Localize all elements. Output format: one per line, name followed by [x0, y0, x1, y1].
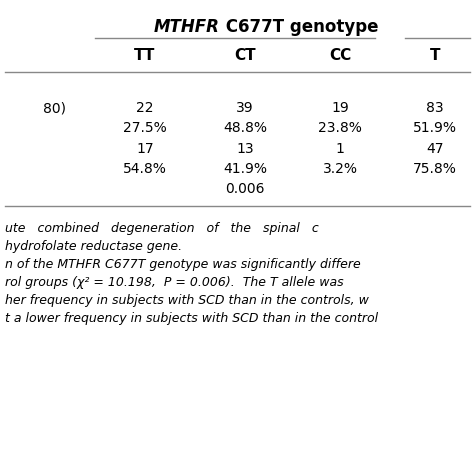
Text: rol groups (χ² = 10.198,  P = 0.006).  The T allele was: rol groups (χ² = 10.198, P = 0.006). The…	[5, 276, 344, 289]
Text: ute   combined   degeneration   of   the   spinal   c: ute combined degeneration of the spinal …	[5, 222, 319, 235]
Text: 48.8%: 48.8%	[223, 121, 267, 135]
Text: MTHFR: MTHFR	[154, 18, 220, 36]
Text: 80): 80)	[44, 101, 66, 115]
Text: 54.8%: 54.8%	[123, 162, 167, 176]
Text: hydrofolate reductase gene.: hydrofolate reductase gene.	[5, 240, 182, 253]
Text: n of the MTHFR C677T genotype was significantly differe: n of the MTHFR C677T genotype was signif…	[5, 258, 361, 271]
Text: CC: CC	[329, 47, 351, 63]
Text: CT: CT	[234, 47, 256, 63]
Text: 1: 1	[336, 142, 345, 156]
Text: 13: 13	[236, 142, 254, 156]
Text: TT: TT	[134, 47, 155, 63]
Text: 39: 39	[236, 101, 254, 115]
Text: 22: 22	[136, 101, 154, 115]
Text: 23.8%: 23.8%	[318, 121, 362, 135]
Text: C677T genotype: C677T genotype	[220, 18, 379, 36]
Text: 41.9%: 41.9%	[223, 162, 267, 176]
Text: 17: 17	[136, 142, 154, 156]
Text: 75.8%: 75.8%	[413, 162, 457, 176]
Text: 19: 19	[331, 101, 349, 115]
Text: 0.006: 0.006	[225, 182, 265, 196]
Text: her frequency in subjects with SCD than in the controls, w: her frequency in subjects with SCD than …	[5, 294, 369, 307]
Text: 27.5%: 27.5%	[123, 121, 167, 135]
Text: 83: 83	[426, 101, 444, 115]
Text: 51.9%: 51.9%	[413, 121, 457, 135]
Text: t a lower frequency in subjects with SCD than in the control: t a lower frequency in subjects with SCD…	[5, 312, 378, 325]
Text: 47: 47	[426, 142, 444, 156]
Text: 3.2%: 3.2%	[322, 162, 357, 176]
Text: T: T	[430, 47, 440, 63]
